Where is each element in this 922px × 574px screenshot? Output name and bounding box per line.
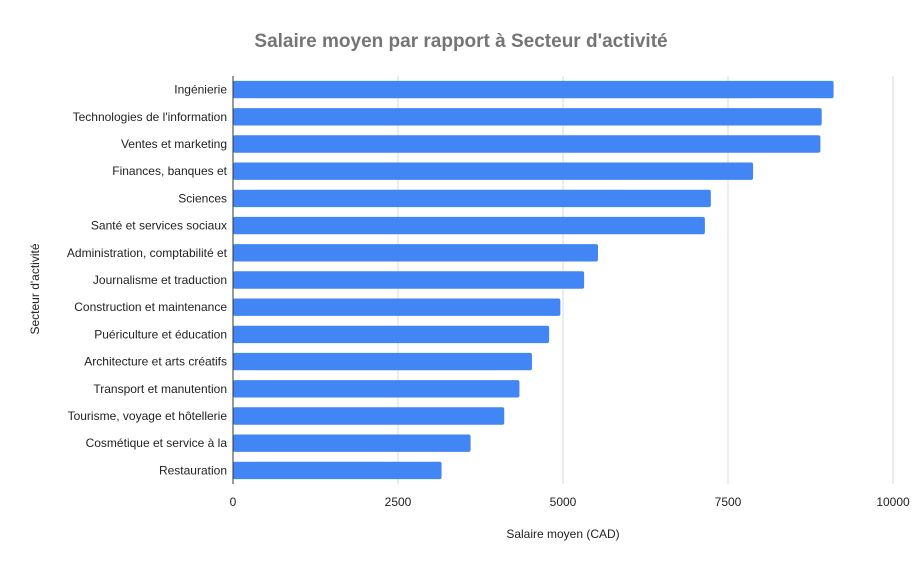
bar (233, 352, 532, 371)
x-tick-label: 2500 (385, 495, 412, 509)
bar (233, 380, 520, 398)
bar (233, 162, 754, 180)
category-label: Restauration (159, 463, 227, 477)
x-tick-labels: 0 2500 5000 7500 10000 (230, 495, 910, 509)
x-tick-label: 0 (230, 495, 237, 509)
bar (233, 461, 442, 480)
bar (233, 407, 505, 425)
x-tick-label: 7500 (715, 495, 742, 509)
x-tick-label: 10000 (876, 495, 910, 509)
category-label: Administration, comptabilité et (67, 246, 228, 260)
x-axis-title: Salaire moyen (CAD) (506, 527, 619, 541)
bar (233, 271, 585, 289)
bar (233, 244, 598, 262)
y-axis-title: Secteur d'activité (28, 243, 42, 334)
category-label: Sciences (178, 191, 227, 205)
category-labels: Ingénierie Technologies de l'information V… (67, 83, 228, 478)
category-label: Finances, banques et (112, 164, 227, 178)
bar (233, 434, 471, 452)
category-label: Journalisme et traduction (93, 273, 227, 287)
category-label: Transport et manutention (93, 382, 227, 396)
category-label: Santé et services sociaux (91, 219, 227, 233)
bar (233, 108, 822, 126)
category-label: Tourisme, voyage et hôtellerie (68, 409, 228, 423)
category-label: Puériculture et éducation (94, 327, 227, 341)
x-tick-label: 5000 (550, 495, 577, 509)
bar (233, 135, 821, 153)
category-label: Technologies de l'information (73, 110, 227, 124)
bar (233, 298, 561, 316)
category-label: Construction et maintenance (74, 300, 227, 314)
chart-title: Salaire moyen par rapport à Secteur d'ac… (254, 31, 667, 52)
bar (233, 80, 834, 99)
bars (233, 80, 834, 480)
category-label: Architecture et arts créatifs (84, 355, 227, 369)
category-label: Ingénierie (174, 83, 227, 97)
bar (233, 325, 550, 344)
category-label: Ventes et marketing (121, 137, 227, 151)
bar (233, 189, 711, 208)
category-label: Cosmétique et service à la (86, 436, 228, 450)
bar (233, 216, 705, 235)
